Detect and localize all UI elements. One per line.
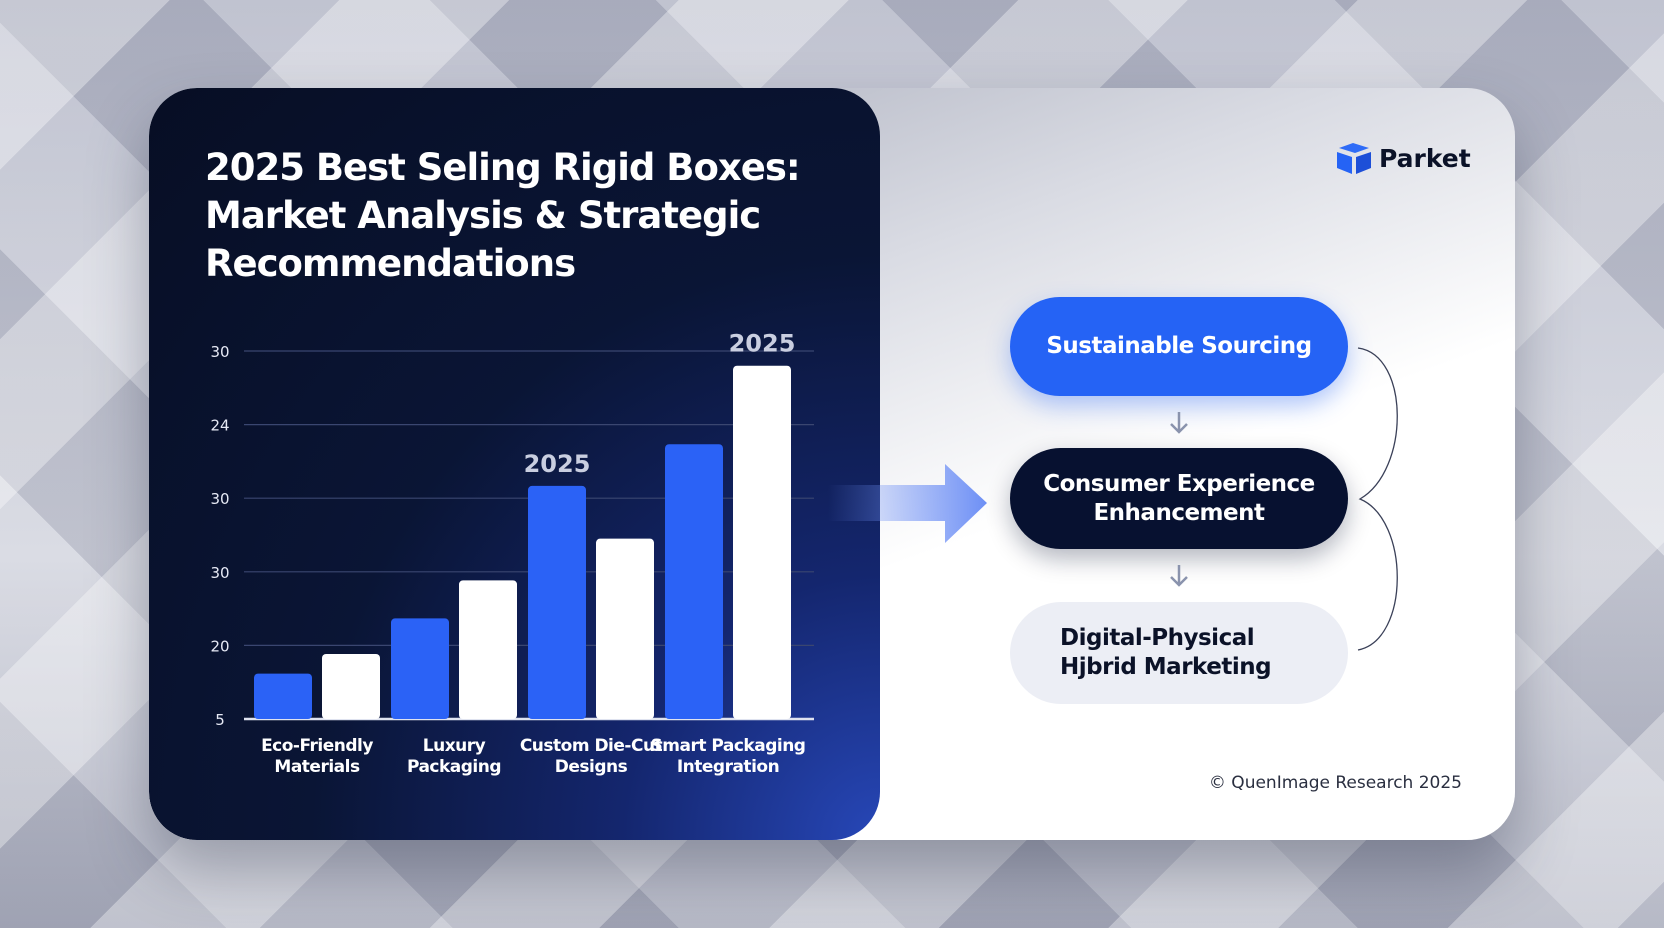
flow-step-consumer-experience[interactable]: Consumer Experience Enhancement: [1010, 448, 1348, 549]
y-tick-label: 20: [210, 637, 229, 655]
flow-step-label: Sustainable Sourcing: [1046, 333, 1312, 359]
flow-arrow-icon: [828, 464, 987, 543]
y-tick-label: 5: [215, 711, 225, 729]
x-tick-label: Integration: [677, 757, 779, 777]
arrow-down-icon: [1170, 565, 1188, 587]
brand-name: Parket: [1379, 143, 1471, 173]
brand-logo: Parket: [1335, 140, 1471, 176]
flow-step-label: Consumer Experience Enhancement: [1043, 470, 1315, 526]
x-tick-label: Luxury: [423, 736, 486, 756]
x-tick-label: Eco-Friendly: [261, 736, 373, 756]
y-tick-label: 30: [210, 343, 229, 361]
flow-step-label: Digital-Physical Hjbrid Marketing: [1060, 625, 1272, 680]
copyright: © QuenImage Research 2025: [1208, 773, 1462, 793]
brace-connector: [1357, 347, 1398, 651]
bar: [596, 538, 654, 719]
bar: [528, 485, 586, 719]
x-tick-label: Custom Die-Cut: [520, 736, 663, 756]
bar: [254, 673, 312, 719]
bar: [459, 580, 517, 719]
flow-step-digital-physical[interactable]: Digital-Physical Hjbrid Marketing: [1010, 602, 1348, 704]
data-label: 2025: [729, 330, 796, 358]
data-label: 2025: [524, 450, 591, 478]
x-tick-label: Packaging: [407, 757, 501, 777]
y-tick-label: 24: [210, 417, 229, 435]
bar: [322, 653, 380, 719]
bar: [391, 618, 449, 719]
x-tick-label: Materials: [274, 757, 360, 777]
flow-step-sustainable-sourcing[interactable]: Sustainable Sourcing: [1010, 297, 1348, 396]
bar: [665, 444, 723, 719]
box-logo-icon: [1337, 143, 1371, 174]
bar: [733, 365, 791, 719]
y-tick-label: 30: [210, 490, 229, 508]
x-tick-label: Smart Packaging: [651, 736, 806, 756]
x-tick-label: Designs: [555, 757, 628, 777]
page-title: 2025 Best Seling Rigid Boxes: Market Ana…: [205, 146, 801, 285]
y-tick-label: 30: [210, 564, 229, 582]
arrow-down-icon: [1170, 412, 1188, 434]
